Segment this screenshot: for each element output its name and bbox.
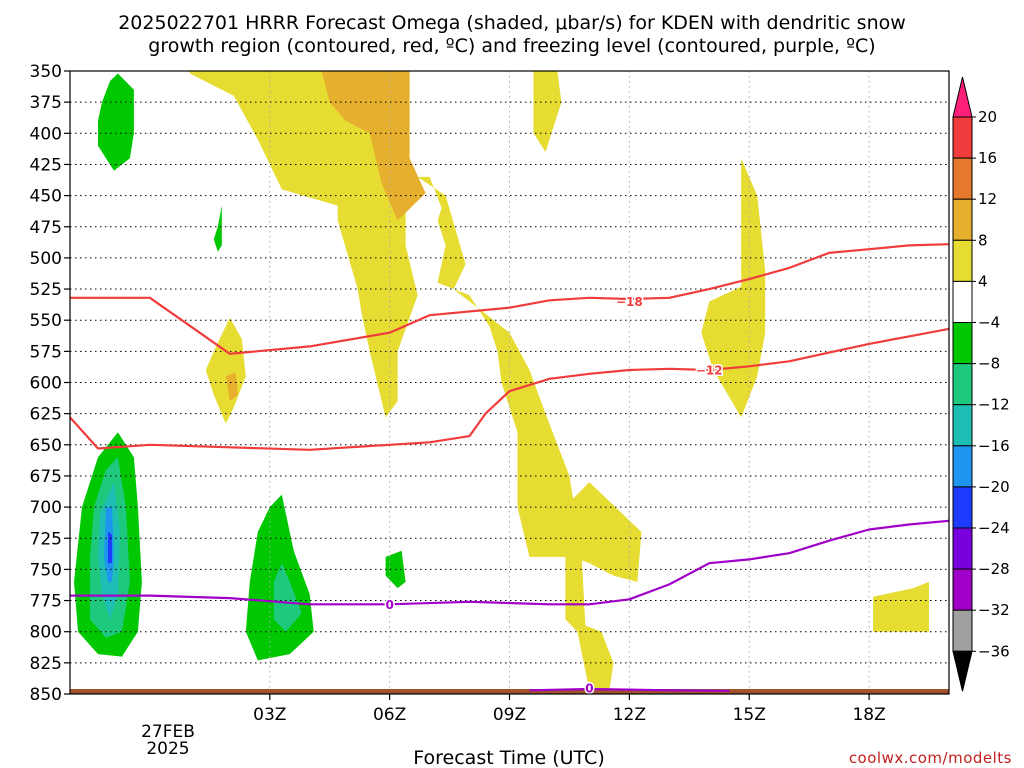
grid-lines: [70, 71, 949, 694]
colorbar-segment: [952, 568, 973, 611]
y-tick-label: 600: [30, 374, 62, 394]
y-tick-label: 550: [30, 311, 62, 331]
x-tick-label: 03Z: [253, 705, 286, 725]
credit-text: coolwx.com/modelts: [849, 749, 1012, 767]
y-tick-label: 425: [30, 155, 62, 175]
omega-region: [533, 71, 562, 152]
omega-region: [98, 73, 134, 171]
colorbar-label: −12: [978, 396, 1010, 414]
plot-area: −18 −12 0 0: [70, 71, 949, 695]
y-tick-label: 625: [30, 405, 62, 425]
y-tick-label: 675: [30, 467, 62, 487]
terrain-band: [70, 689, 949, 694]
colorbar-segment: [952, 239, 973, 282]
colorbar-segment: [952, 116, 973, 159]
x-tick-label: 15Z: [733, 705, 766, 725]
colorbar-segment: [952, 404, 973, 447]
colorbar-label: 8: [978, 231, 988, 249]
y-tick-label: 450: [30, 187, 62, 207]
contour-line: [70, 519, 949, 606]
omega-region: [108, 532, 112, 564]
y-tick-label: 700: [30, 498, 62, 518]
colorbar-label: 12: [978, 190, 997, 208]
contour-label: 0: [385, 598, 393, 612]
x-tick-label: 12Z: [613, 705, 646, 725]
x-tick-label: 18Z: [852, 705, 885, 725]
y-axis: 350 375 400 425 450 475 500 525 550 575 600 625 650 6…: [30, 62, 70, 705]
y-tick-label: 525: [30, 280, 62, 300]
y-tick-label: 725: [30, 529, 62, 549]
omega-region: [873, 581, 929, 632]
contour-label: −18: [616, 295, 643, 309]
y-tick-label: 400: [30, 124, 62, 144]
colorbar: 20 16 12 8 4 −4 −8 −12 −16 −20 −24 −28 −32 −36: [952, 76, 1010, 692]
x-year-label: 2025: [146, 739, 189, 759]
omega-region: [701, 158, 766, 418]
colorbar-cap-bottom: [952, 650, 973, 692]
y-tick-label: 800: [30, 623, 62, 643]
y-tick-label: 750: [30, 560, 62, 580]
omega-region: [225, 372, 238, 402]
contour-line: [529, 687, 730, 692]
omega-region: [321, 71, 426, 221]
colorbar-label: 16: [978, 149, 997, 167]
colorbar-label: −20: [978, 478, 1010, 496]
colorbar-label: 20: [978, 108, 997, 126]
colorbar-segment: [952, 527, 973, 570]
omega-region: [549, 482, 642, 582]
colorbar-segment: [952, 322, 973, 365]
colorbar-segment: [952, 198, 973, 241]
y-tick-label: 825: [30, 654, 62, 674]
terrain-fill: [70, 689, 949, 694]
x-tick-label: 06Z: [373, 705, 406, 725]
contour-line: [70, 327, 949, 451]
y-tick-label: 375: [30, 93, 62, 113]
y-tick-label: 500: [30, 249, 62, 269]
y-tick-label: 475: [30, 218, 62, 238]
colorbar-label: −28: [978, 560, 1010, 578]
x-tick-label: 09Z: [493, 705, 526, 725]
x-axis-label: Forecast Time (UTC): [413, 747, 604, 768]
colorbar-label: −16: [978, 437, 1010, 455]
colorbar-segment: [952, 363, 973, 406]
colorbar-label: −32: [978, 601, 1010, 619]
y-tick-label: 650: [30, 436, 62, 456]
chart-title-line1: 2025022701 HRRR Forecast Omega (shaded, …: [118, 12, 906, 34]
colorbar-segment: [952, 486, 973, 529]
contour-lines: −18 −12 0 0: [70, 243, 949, 695]
y-tick-label: 575: [30, 342, 62, 362]
colorbar-label: −4: [978, 314, 1000, 332]
omega-region: [213, 205, 222, 252]
colorbar-label: −8: [978, 355, 1000, 373]
omega-region: [205, 317, 246, 424]
omega-region: [273, 563, 302, 632]
y-tick-label: 350: [30, 62, 62, 82]
x-date-label: 27FEB: [141, 722, 195, 742]
y-tick-label: 850: [30, 685, 62, 705]
contour-label: 0: [585, 681, 593, 695]
colorbar-label: −36: [978, 642, 1010, 660]
contour-line: [70, 243, 949, 355]
chart-title-line2: growth region (contoured, red, ºC) and f…: [148, 35, 875, 57]
omega-shaded-regions: [74, 71, 929, 691]
colorbar-segment: [952, 445, 973, 488]
contour-label: −12: [696, 364, 723, 378]
colorbar-segment: [952, 157, 973, 200]
x-axis: 03Z 06Z 09Z 12Z 15Z 18Z: [253, 694, 886, 725]
colorbar-segment: [952, 609, 973, 652]
colorbar-segment: [952, 280, 973, 323]
colorbar-cap-top: [952, 76, 973, 118]
colorbar-label: 4: [978, 272, 988, 290]
colorbar-label: −24: [978, 519, 1010, 537]
y-tick-label: 775: [30, 592, 62, 612]
